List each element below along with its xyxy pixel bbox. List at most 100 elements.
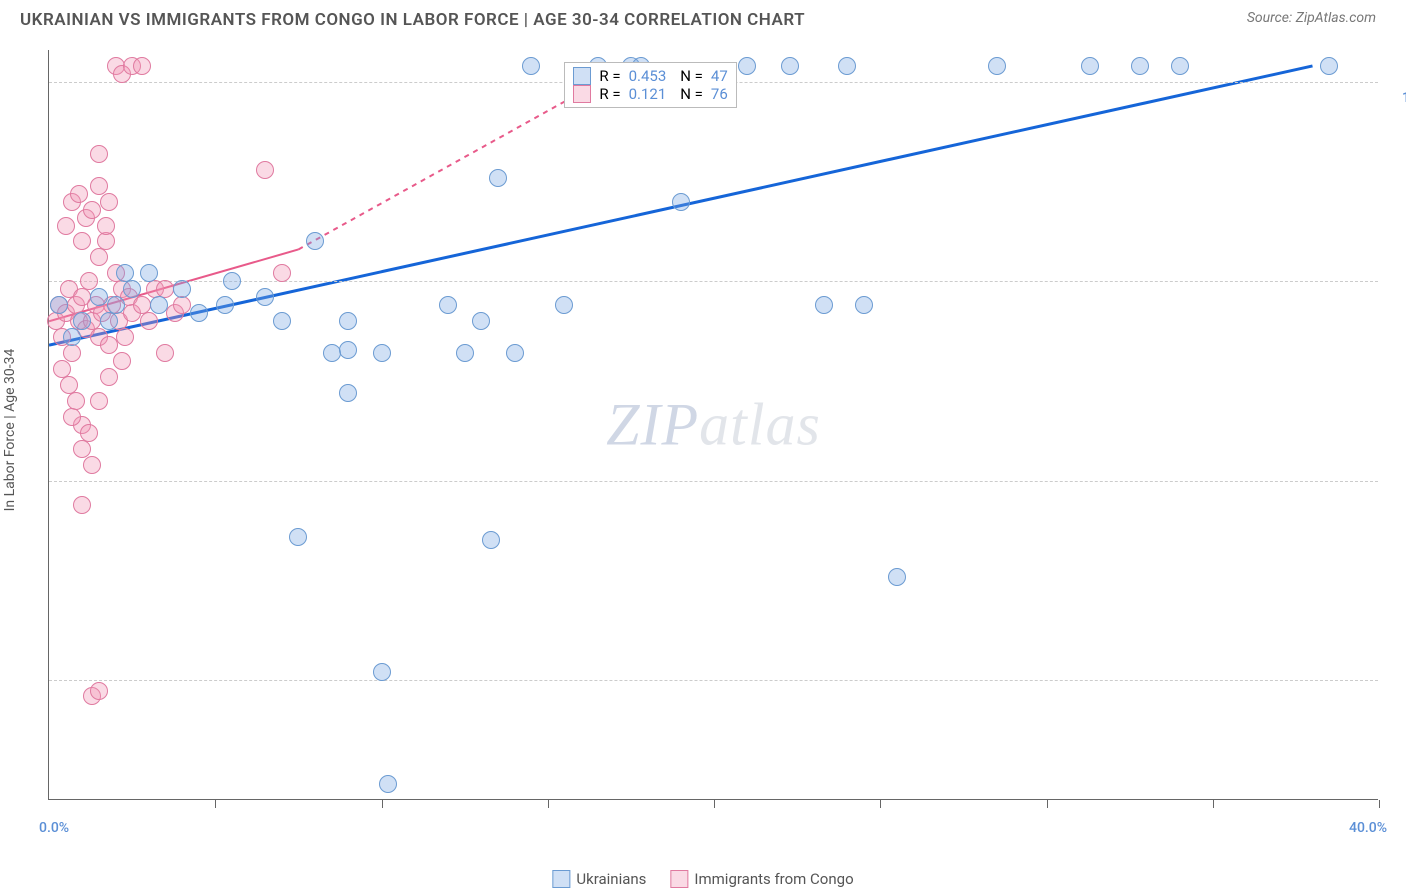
- scatter-point-ukrainians: [379, 775, 397, 793]
- legend-label-congo: Immigrants from Congo: [694, 870, 853, 888]
- scatter-point-ukrainians: [63, 328, 81, 346]
- scatter-point-congo: [173, 296, 191, 314]
- scatter-point-ukrainians: [1081, 57, 1099, 75]
- scatter-point-congo: [63, 344, 81, 362]
- scatter-point-congo: [83, 201, 101, 219]
- scatter-point-ukrainians: [339, 384, 357, 402]
- scatter-point-ukrainians: [672, 193, 690, 211]
- scatter-point-ukrainians: [323, 344, 341, 362]
- stats-R-value: 0.453: [629, 67, 667, 85]
- stats-N-label: N =: [680, 67, 703, 85]
- scatter-point-congo: [100, 193, 118, 211]
- x-tick-mark: [382, 800, 383, 808]
- scatter-point-ukrainians: [100, 312, 118, 330]
- scatter-point-congo: [100, 336, 118, 354]
- chart-title: UKRAINIAN VS IMMIGRANTS FROM CONGO IN LA…: [20, 10, 805, 30]
- trend-lines-layer: [49, 50, 1379, 800]
- scatter-point-congo: [90, 145, 108, 163]
- x-tick-mark: [548, 800, 549, 808]
- scatter-point-ukrainians: [289, 528, 307, 546]
- source-label: Source: ZipAtlas.com: [1247, 10, 1376, 26]
- stats-R-label: R =: [599, 85, 620, 103]
- scatter-point-ukrainians: [107, 296, 125, 314]
- grid-line-h: [49, 281, 1378, 282]
- scatter-point-congo: [73, 496, 91, 514]
- scatter-point-ukrainians: [150, 296, 168, 314]
- scatter-point-ukrainians: [123, 280, 141, 298]
- x-tick-mark: [215, 800, 216, 808]
- scatter-point-congo: [133, 57, 151, 75]
- scatter-point-ukrainians: [838, 57, 856, 75]
- scatter-point-congo: [57, 217, 75, 235]
- scatter-point-congo: [90, 248, 108, 266]
- scatter-point-ukrainians: [815, 296, 833, 314]
- stats-N-value: 47: [711, 67, 728, 85]
- scatter-point-ukrainians: [50, 296, 68, 314]
- x-max-label: 40.0%: [1349, 820, 1387, 836]
- scatter-point-congo: [83, 456, 101, 474]
- scatter-point-ukrainians: [373, 663, 391, 681]
- scatter-point-ukrainians: [855, 296, 873, 314]
- scatter-point-congo: [73, 440, 91, 458]
- scatter-point-ukrainians: [216, 296, 234, 314]
- plot-area: ZIPatlas 62.5%75.0%87.5%100.0%0.0%40.0% …: [48, 50, 1378, 800]
- scatter-point-ukrainians: [1320, 57, 1338, 75]
- scatter-point-ukrainians: [339, 312, 357, 330]
- scatter-point-ukrainians: [482, 531, 500, 549]
- y-tick-label: 100.0%: [1402, 90, 1406, 106]
- scatter-point-ukrainians: [738, 57, 756, 75]
- scatter-point-ukrainians: [306, 232, 324, 250]
- scatter-point-ukrainians: [73, 312, 91, 330]
- swatch-congo: [670, 870, 688, 888]
- scatter-point-ukrainians: [190, 304, 208, 322]
- scatter-point-ukrainians: [1131, 57, 1149, 75]
- scatter-point-congo: [100, 368, 118, 386]
- scatter-point-ukrainians: [506, 344, 524, 362]
- swatch-ukrainians: [552, 870, 570, 888]
- stats-swatch: [573, 85, 591, 103]
- scatter-point-congo: [90, 392, 108, 410]
- scatter-point-ukrainians: [555, 296, 573, 314]
- scatter-point-ukrainians: [256, 288, 274, 306]
- scatter-point-ukrainians: [116, 264, 134, 282]
- scatter-point-ukrainians: [140, 264, 158, 282]
- legend: Ukrainians Immigrants from Congo: [552, 870, 853, 888]
- stats-row: R = 0.121 N = 76: [573, 85, 727, 103]
- scatter-point-congo: [97, 217, 115, 235]
- x-tick-mark: [714, 800, 715, 808]
- scatter-point-ukrainians: [373, 344, 391, 362]
- scatter-point-congo: [90, 177, 108, 195]
- scatter-point-ukrainians: [223, 272, 241, 290]
- stats-R-label: R =: [599, 67, 620, 85]
- stats-box: R = 0.453 N = 47 R = 0.121 N = 76: [564, 62, 736, 108]
- scatter-point-ukrainians: [439, 296, 457, 314]
- scatter-point-ukrainians: [1171, 57, 1189, 75]
- chart-header: UKRAINIAN VS IMMIGRANTS FROM CONGO IN LA…: [0, 0, 1406, 30]
- stats-N-value: 76: [711, 85, 728, 103]
- scatter-point-ukrainians: [489, 169, 507, 187]
- x-tick-mark: [1213, 800, 1214, 808]
- scatter-point-ukrainians: [472, 312, 490, 330]
- stats-swatch: [573, 67, 591, 85]
- x-tick-mark: [1047, 800, 1048, 808]
- scatter-point-ukrainians: [456, 344, 474, 362]
- legend-label-ukrainians: Ukrainians: [576, 870, 646, 888]
- scatter-point-congo: [273, 264, 291, 282]
- scatter-point-congo: [140, 312, 158, 330]
- scatter-point-ukrainians: [90, 288, 108, 306]
- stats-R-value: 0.121: [629, 85, 667, 103]
- y-axis-label: In Labor Force | Age 30-34: [2, 349, 18, 512]
- x-min-label: 0.0%: [39, 820, 69, 836]
- stats-row: R = 0.453 N = 47: [573, 67, 727, 85]
- scatter-point-ukrainians: [888, 568, 906, 586]
- scatter-point-congo: [156, 344, 174, 362]
- scatter-point-congo: [113, 352, 131, 370]
- grid-line-h: [49, 680, 1378, 681]
- legend-item-congo: Immigrants from Congo: [670, 870, 853, 888]
- scatter-point-congo: [73, 232, 91, 250]
- scatter-point-congo: [90, 682, 108, 700]
- x-tick-mark: [880, 800, 881, 808]
- scatter-point-ukrainians: [522, 57, 540, 75]
- scatter-point-congo: [97, 232, 115, 250]
- scatter-point-congo: [116, 328, 134, 346]
